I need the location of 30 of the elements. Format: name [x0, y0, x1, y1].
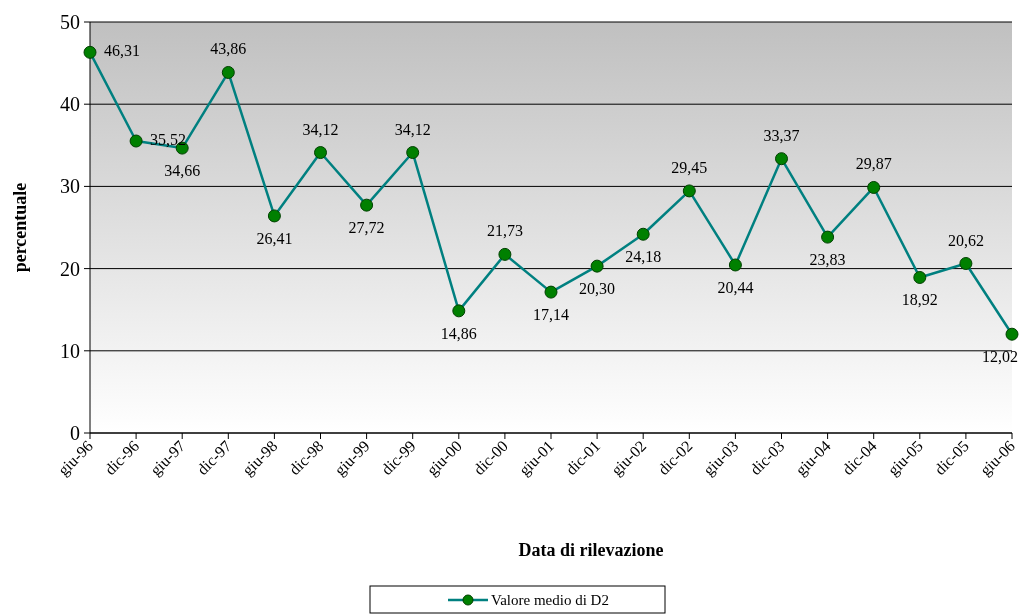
- data-label: 34,66: [164, 162, 201, 180]
- data-label: 34,12: [394, 120, 431, 138]
- y-axis-title: percentuale: [10, 182, 30, 273]
- data-label: 29,87: [855, 155, 892, 173]
- x-axis-title: Data di rilevazione: [518, 540, 664, 560]
- data-label: 20,62: [947, 231, 984, 249]
- data-label: 29,45: [671, 158, 708, 176]
- data-label: 18,92: [901, 291, 938, 309]
- data-label: 23,83: [809, 251, 846, 269]
- y-tick-label: 10: [60, 339, 80, 362]
- legend-label: Valore medio di D2: [491, 592, 609, 608]
- y-tick-label: 20: [60, 257, 80, 280]
- data-label: 17,14: [533, 306, 569, 324]
- data-label: 46,31: [104, 42, 140, 60]
- data-label: 27,72: [348, 219, 385, 237]
- data-label: 21,73: [486, 222, 523, 240]
- data-label: 20,30: [579, 280, 616, 298]
- y-tick-label: 50: [60, 11, 80, 33]
- y-tick-label: 30: [60, 175, 80, 198]
- data-label: 33,37: [763, 126, 800, 144]
- data-label: 12,02: [982, 348, 1018, 366]
- data-label: 20,44: [717, 278, 754, 296]
- data-label: 26,41: [256, 229, 293, 247]
- y-tick-label: 40: [60, 93, 80, 116]
- data-label: 43,86: [210, 40, 247, 58]
- data-label: 35,52: [150, 131, 187, 149]
- data-label: 24,18: [625, 248, 662, 266]
- data-label: 14,86: [440, 324, 477, 342]
- data-label: 34,12: [302, 120, 339, 138]
- y-tick-label: 0: [70, 422, 80, 444]
